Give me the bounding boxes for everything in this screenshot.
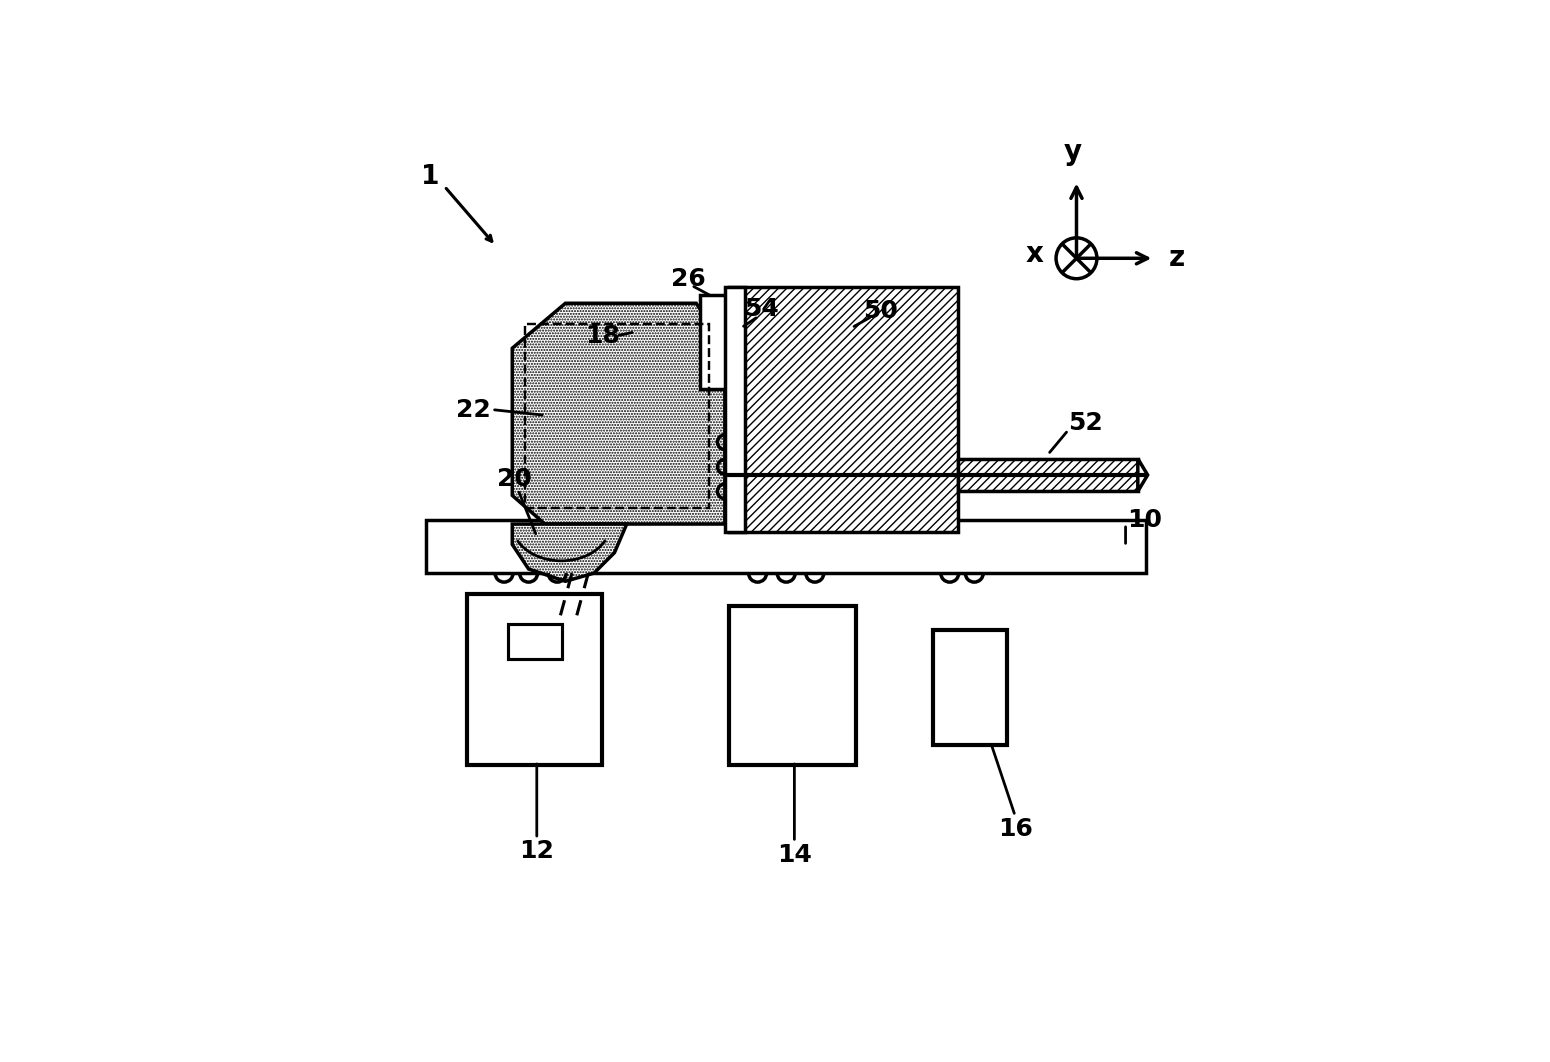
Polygon shape xyxy=(512,304,725,524)
Text: y: y xyxy=(1063,138,1082,166)
Text: 14: 14 xyxy=(777,843,812,868)
Text: z: z xyxy=(1169,244,1186,272)
Bar xyxy=(933,631,1008,744)
Bar xyxy=(524,324,708,508)
Text: 10: 10 xyxy=(1127,508,1162,532)
Bar xyxy=(728,605,856,766)
Bar xyxy=(958,459,1138,492)
Text: 16: 16 xyxy=(998,817,1032,841)
Text: 52: 52 xyxy=(1068,411,1104,435)
Text: 12: 12 xyxy=(519,839,555,863)
Text: 54: 54 xyxy=(744,297,780,321)
Bar xyxy=(725,287,746,532)
Bar xyxy=(728,287,958,532)
Polygon shape xyxy=(512,524,626,581)
Text: 26: 26 xyxy=(671,267,705,291)
Bar xyxy=(701,295,733,389)
Text: 20: 20 xyxy=(498,467,532,491)
Text: 50: 50 xyxy=(863,299,897,324)
Bar xyxy=(426,520,1145,573)
Polygon shape xyxy=(1138,459,1147,492)
Bar xyxy=(508,624,561,658)
Text: 18: 18 xyxy=(584,324,620,348)
Text: 1: 1 xyxy=(422,164,440,189)
Text: x: x xyxy=(1026,240,1043,269)
Circle shape xyxy=(1056,238,1097,278)
Bar xyxy=(467,594,603,766)
Text: 22: 22 xyxy=(456,397,491,422)
